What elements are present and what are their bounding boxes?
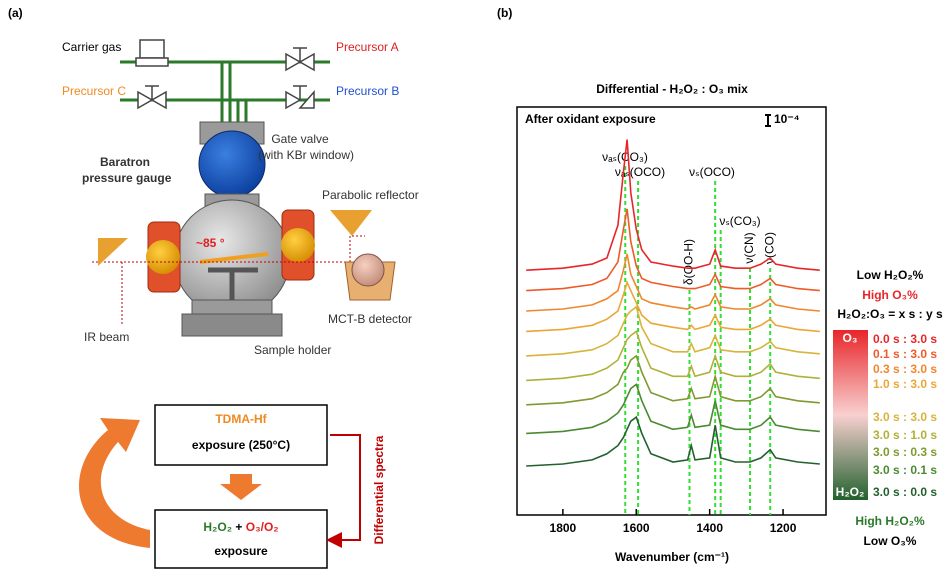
legend-label: 0.3 s : 3.0 s <box>873 362 937 376</box>
legend-label: 3.0 s : 0.1 s <box>873 463 937 477</box>
legend-note: Low O₃% <box>864 534 917 548</box>
peak-label: νₛ(CO₃) <box>719 214 760 228</box>
valves <box>136 40 314 108</box>
spectrum-line <box>526 307 820 356</box>
plus: + <box>232 520 246 534</box>
figure: (a) Carrier gas Precursor A Precursor B … <box>0 0 949 573</box>
spectrum-line <box>526 356 820 405</box>
chart-title: Differential - H₂O₂ : O₃ mix <box>596 82 748 96</box>
precursor-c-label: Precursor C <box>62 84 126 98</box>
legend-label: 0.1 s : 3.0 s <box>873 347 937 361</box>
peak-label: ν(CN) <box>742 232 756 263</box>
scale-label: 10⁻⁴ <box>774 112 800 126</box>
legend-note: High H₂O₂% <box>855 514 925 528</box>
flow-step2: H₂O₂ + O₃/O₂ <box>203 520 278 534</box>
scale-bar <box>765 115 771 126</box>
baratron-label: pressure gauge <box>82 171 172 185</box>
gate-valve-label: (with KBr window) <box>258 148 354 162</box>
spectrum-line <box>526 384 820 433</box>
peak-label: δ(OO-H) <box>682 239 696 285</box>
legend-label: 3.0 s : 0.0 s <box>873 485 937 499</box>
legend-note: O₃ <box>843 331 858 345</box>
x-tick-label: 1200 <box>770 521 797 535</box>
peak-label: νₛ(OCO) <box>689 165 735 179</box>
legend-label: 3.0 s : 3.0 s <box>873 410 937 424</box>
legend-label: 1.0 s : 3.0 s <box>873 377 937 391</box>
h2o2: H₂O₂ <box>203 520 232 534</box>
x-tick-label: 1400 <box>696 521 723 535</box>
angle-label: ~85 ° <box>196 236 225 250</box>
flow-step1: exposure (250°C) <box>192 438 290 452</box>
gate-valve-label: Gate valve <box>271 132 329 146</box>
legend-label: 3.0 s : 0.3 s <box>873 445 937 459</box>
plot-frame <box>517 107 826 515</box>
legend-label: 3.0 s : 1.0 s <box>873 428 937 442</box>
ir-beam-label: IR beam <box>84 330 129 344</box>
reflector-label: Parabolic reflector <box>322 188 419 202</box>
baratron-label: Baratron <box>100 155 150 169</box>
subtitle: After oxidant exposure <box>525 112 656 126</box>
precursor-b-label: Precursor B <box>336 84 399 98</box>
differential-label: Differential spectra <box>372 435 386 544</box>
x-tick-label: 1600 <box>623 521 650 535</box>
panel-label: (b) <box>497 6 512 20</box>
legend-label: 0.0 s : 3.0 s <box>873 332 937 346</box>
ratio-gradient <box>833 330 868 500</box>
panel-label: (a) <box>8 6 23 20</box>
x-axis-label: Wavenumber (cm⁻¹) <box>615 550 729 564</box>
legend-note: Low H₂O₂% <box>857 268 924 282</box>
spectrum-line <box>526 331 820 380</box>
legend-note: H₂O₂:O₃ = x s : y s <box>837 307 943 321</box>
flow-step2: exposure <box>214 544 268 558</box>
detector-label: MCT-B detector <box>328 312 412 326</box>
x-tick-label: 1800 <box>550 521 577 535</box>
legend-note: High O₃% <box>862 288 918 302</box>
flow-step1: TDMA-Hf <box>215 412 267 426</box>
carrier-gas-label: Carrier gas <box>62 40 121 54</box>
o3-o2: O₃/O₂ <box>246 520 279 534</box>
legend-note: H₂O₂ <box>836 485 865 499</box>
precursor-a-label: Precursor A <box>336 40 399 54</box>
sample-holder-label: Sample holder <box>254 343 331 357</box>
